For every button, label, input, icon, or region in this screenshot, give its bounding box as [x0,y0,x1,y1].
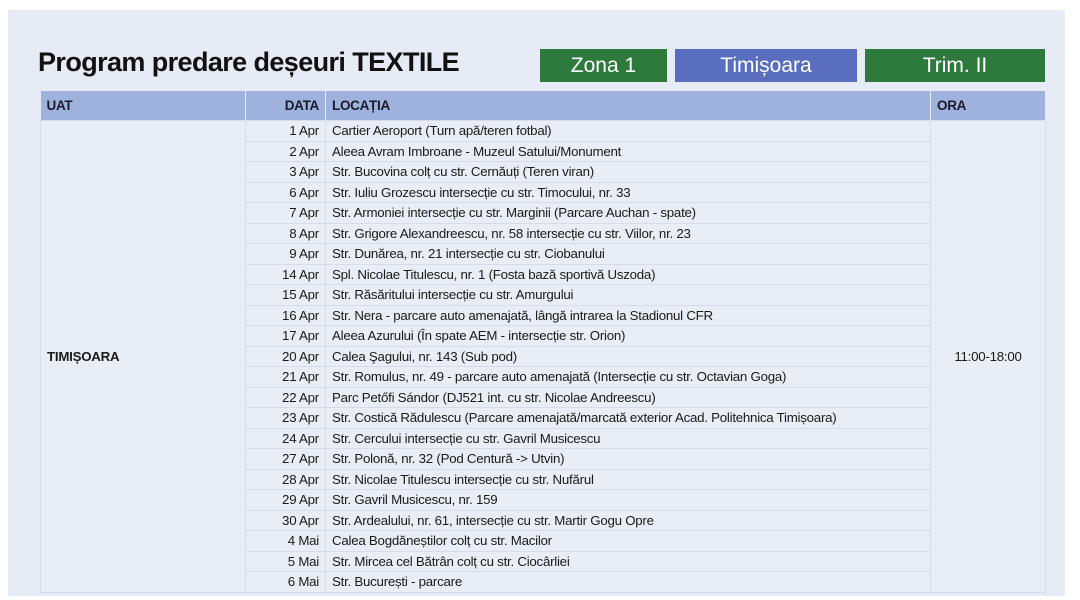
date-cell: 9 Apr [245,243,326,265]
ora-cell: 11:00-18:00 [930,120,1046,593]
date-cell: 5 Mai [245,550,326,572]
schedule-table: UAT DATA LOCAȚIA ORA TIMIȘOARA 1 Apr Carti… [40,91,1046,593]
date-cell: 3 Apr [245,161,326,183]
header-ora: ORA [930,91,1046,121]
table-row: 16 Apr Str. Nera - parcare auto amenajată… [41,304,1046,326]
date-cell: 8 Apr [245,222,326,244]
location-cell: Str. București - parcare [325,571,931,593]
date-cell: 24 Apr [245,427,326,449]
date-cell: 27 Apr [245,448,326,470]
location-cell: Str. Ardealului, nr. 61, intersecție cu … [325,509,931,531]
table-row: TIMIȘOARA 1 Apr Cartier Aeroport (Turn apă… [40,120,1046,593]
date-cell: 23 Apr [245,407,326,429]
table-row: 30 Apr Str. Ardealului, nr. 61, intersecț… [41,509,1046,531]
table-row: 22 Apr Parc Petőfi Sándor (DJ521 int. cu … [41,386,1046,408]
table-row: 4 Mai Calea Bogdăneștilor colț cu str. Ma… [41,530,1046,552]
location-cell: Spl. Nicolae Titulescu, nr. 1 (Fosta baz… [325,263,931,285]
location-cell: Str. Nera - parcare auto amenajată, lâng… [325,304,931,326]
page-title: Program predare deșeuri TEXTILE [38,47,460,77]
table-row: 23 Apr Str. Costică Rădulescu (Parcare am… [41,407,1046,429]
location-cell: Cartier Aeroport (Turn apă/teren fotbal) [325,120,931,142]
location-cell: Str. Răsăritului intersecție cu str. Amu… [325,284,931,306]
location-cell: Aleea Avram Imbroane - Muzeul Satului/Mo… [325,140,931,162]
location-cell: Str. Dunărea, nr. 21 intersecție cu str.… [325,243,931,265]
table-row: 24 Apr Str. Cercului intersecție cu str. … [41,427,1046,449]
location-cell: Str. Iuliu Grozescu intersecție cu str. … [325,181,931,203]
zone-badge: Zona 1 [540,49,667,82]
table-row: 28 Apr Str. Nicolae Titulescu intersecție… [41,468,1046,490]
location-cell: Str. Nicolae Titulescu intersecție cu st… [325,468,931,490]
table-row: 9 Apr Str. Dunărea, nr. 21 intersecție cu… [41,243,1046,265]
quarter-badge: Trim. II [865,49,1045,82]
date-cell: 7 Apr [245,202,326,224]
location-cell: Str. Grigore Alexandreescu, nr. 58 inter… [325,222,931,244]
table-row: 14 Apr Spl. Nicolae Titulescu, nr. 1 (Fos… [41,263,1046,285]
header-uat: UAT [40,91,246,121]
table-header-row: UAT DATA LOCAȚIA ORA [40,91,1046,121]
uat-cell: TIMIȘOARA [40,120,246,593]
table-row: 21 Apr Str. Romulus, nr. 49 - parcare aut… [41,366,1046,388]
location-cell: Aleea Azurului (În spate AEM - intersecț… [325,325,931,347]
location-cell: Calea Bogdăneștilor colț cu str. Macilor [325,530,931,552]
table-row: 8 Apr Str. Grigore Alexandreescu, nr. 58 … [41,222,1046,244]
date-cell: 2 Apr [245,140,326,162]
location-cell: Str. Cercului intersecție cu str. Gavril… [325,427,931,449]
date-cell: 4 Mai [245,530,326,552]
table-row: 7 Apr Str. Armoniei intersecție cu str. M… [41,202,1046,224]
date-cell: 15 Apr [245,284,326,306]
date-cell: 21 Apr [245,366,326,388]
date-cell: 1 Apr [245,120,326,142]
header-locatia: LOCAȚIA [325,91,931,121]
date-cell: 28 Apr [245,468,326,490]
header-data: DATA [245,91,326,121]
date-cell: 22 Apr [245,386,326,408]
location-cell: Str. Mircea cel Bătrân colț cu str. Cioc… [325,550,931,572]
location-cell: Str. Polonă, nr. 32 (Pod Centură -> Utvi… [325,448,931,470]
date-cell: 17 Apr [245,325,326,347]
location-cell: Calea Şagului, nr. 143 (Sub pod) [325,345,931,367]
date-cell: 20 Apr [245,345,326,367]
location-cell: Str. Romulus, nr. 49 - parcare auto amen… [325,366,931,388]
location-cell: Str. Bucovina colț cu str. Cernăuți (Ter… [325,161,931,183]
table-row: 6 Apr Str. Iuliu Grozescu intersecție cu … [41,181,1046,203]
date-cell: 6 Mai [245,571,326,593]
table-row: 6 Mai Str. București - parcare [41,571,1046,593]
location-cell: Str. Costică Rădulescu (Parcare amenajat… [325,407,931,429]
date-cell: 6 Apr [245,181,326,203]
table-row: 2 Apr Aleea Avram Imbroane - Muzeul Satul… [41,140,1046,162]
city-badge: Timișoara [675,49,857,82]
location-cell: Str. Armoniei intersecție cu str. Margin… [325,202,931,224]
date-cell: 30 Apr [245,509,326,531]
date-cell: 29 Apr [245,489,326,511]
location-cell: Str. Gavril Musicescu, nr. 159 [325,489,931,511]
location-cell: Parc Petőfi Sándor (DJ521 int. cu str. N… [325,386,931,408]
table-row: 27 Apr Str. Polonă, nr. 32 (Pod Centură -… [41,448,1046,470]
date-cell: 16 Apr [245,304,326,326]
date-cell: 14 Apr [245,263,326,285]
